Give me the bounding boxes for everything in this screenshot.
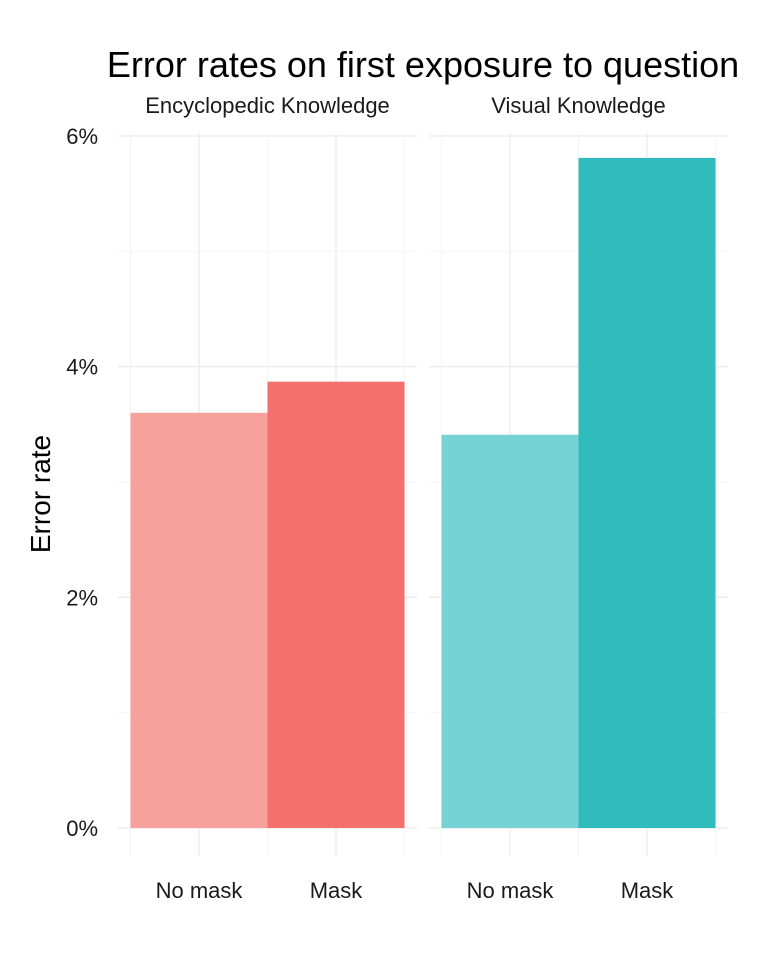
y-tick-label: 6% bbox=[66, 124, 98, 149]
y-tick-label: 2% bbox=[66, 585, 98, 610]
x-tick-label: No mask bbox=[156, 878, 244, 903]
y-axis-label: Error rate bbox=[25, 435, 56, 553]
bar-visual-no-mask bbox=[441, 434, 579, 828]
bar-visual-mask bbox=[578, 157, 716, 828]
facet-strip-label: Encyclopedic Knowledge bbox=[145, 93, 390, 118]
facet-strip-label: Visual Knowledge bbox=[491, 93, 666, 118]
x-tick-label: Mask bbox=[310, 878, 364, 903]
y-tick-label: 4% bbox=[66, 355, 98, 380]
bar-encyclopedic-no-mask bbox=[130, 412, 268, 828]
x-tick-label: Mask bbox=[621, 878, 675, 903]
bar-encyclopedic-mask bbox=[267, 381, 405, 828]
plot-area: Encyclopedic Knowledge No mask Mask Visual … bbox=[66, 93, 728, 903]
x-tick-label: No mask bbox=[467, 878, 555, 903]
y-tick-label: 0% bbox=[66, 816, 98, 841]
chart-title: Error rates on first exposure to questio… bbox=[107, 44, 739, 85]
